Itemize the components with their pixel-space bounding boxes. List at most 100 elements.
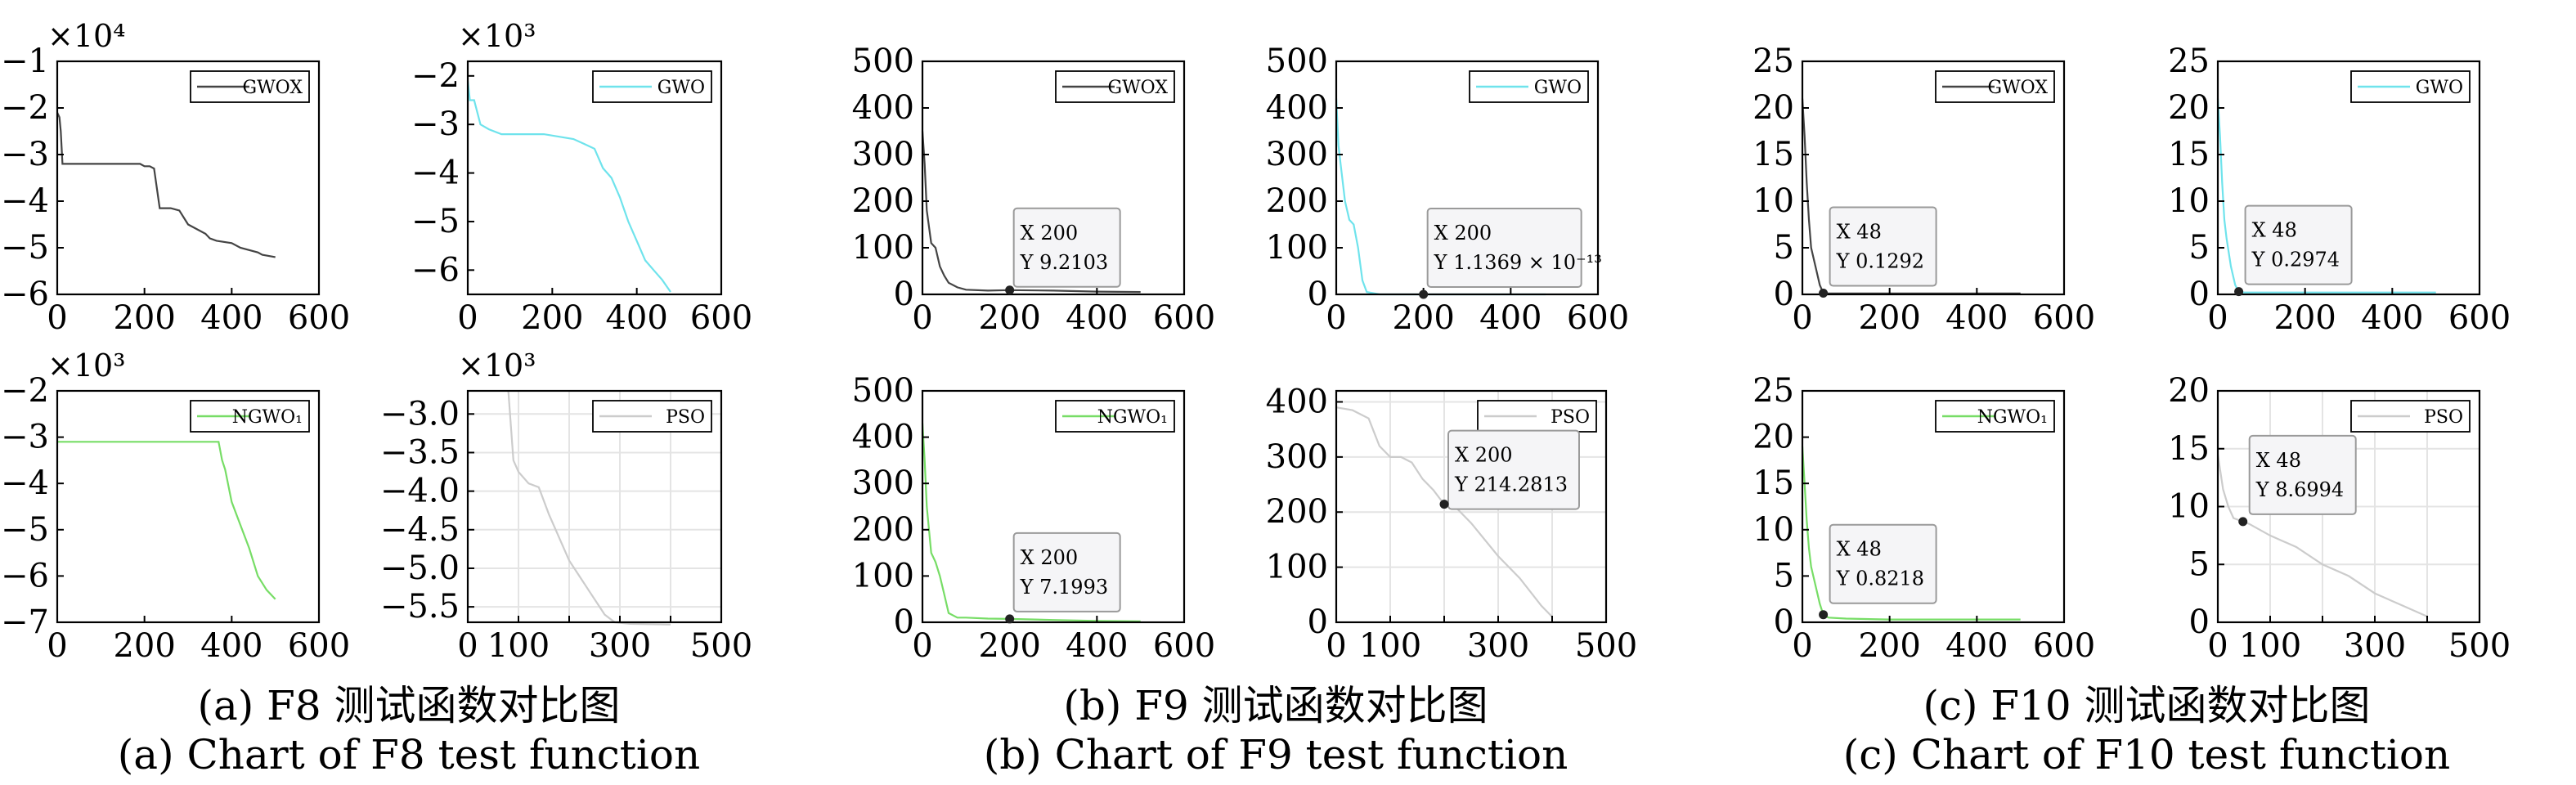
series-line-p8 — [1335, 406, 1553, 618]
datatip-y: Y 0.2974 — [2251, 249, 2340, 271]
y-tick-label: −3.5 — [380, 433, 460, 471]
x-tick-label: 600 — [2033, 299, 2095, 337]
y-tick-label: 200 — [1266, 182, 1328, 220]
y-tick-label: 500 — [852, 43, 914, 80]
y-tick-label: 300 — [852, 464, 914, 502]
y-tick-label: −3 — [1, 419, 49, 456]
series-line-p5 — [921, 131, 1141, 294]
legend-box — [592, 400, 712, 433]
plot-frame — [921, 389, 1186, 624]
y-tick-label: −2 — [1, 89, 49, 127]
x-tick-label: 400 — [1945, 627, 2008, 665]
y-tick-label: −4 — [1, 182, 49, 220]
series-line-p12 — [2216, 454, 2428, 617]
x-tick-label: 200 — [1392, 299, 1454, 337]
y-tick-label: 0 — [894, 603, 914, 641]
x-tick-label: 0 — [47, 299, 67, 337]
y-tick-label: −5 — [1, 229, 49, 267]
x-tick-label: 200 — [2273, 299, 2336, 337]
x-tick-label: 300 — [589, 627, 651, 665]
x-tick-label: 0 — [2207, 627, 2228, 665]
y-tick-label: 0 — [1774, 603, 1794, 641]
y-tick-label: 5 — [1774, 557, 1794, 594]
chart-panel-p7: 0 200 400 600 0 100 200 300 400 500 NGWO₁ X 200 Y 7.… — [852, 372, 1216, 665]
x-tick-label: 0 — [912, 299, 932, 337]
legend-label: PSO — [2424, 407, 2463, 428]
x-tick-label: 0 — [457, 627, 478, 665]
axis-multiplier: ×10³ — [458, 18, 536, 54]
legend-label: PSO — [666, 407, 705, 428]
x-tick-label: 300 — [2344, 627, 2406, 665]
y-tick-label: 5 — [2189, 229, 2210, 267]
datatip-x: X 200 — [1434, 222, 1492, 244]
x-tick-label: 0 — [2207, 299, 2228, 337]
y-tick-label: 200 — [1266, 493, 1328, 531]
y-tick-label: −3 — [411, 105, 460, 143]
caption-c-zh: (c) F10 测试函数对比图 — [1923, 682, 2370, 729]
chart-panel-p3: 0 200 400 600 −2 −3 −4 −5 −6 −7 ×10³ NGWO₁ — [1, 348, 350, 665]
chart-panel-p8: 0 100 300 500 0 100 200 300 400 PSO X 200 Y 214.281… — [1266, 383, 1638, 665]
x-tick-label: 600 — [2033, 627, 2095, 665]
caption-a-zh: (a) F8 测试函数对比图 — [197, 682, 620, 729]
y-tick-label: −4 — [411, 155, 460, 192]
series-line-p7 — [921, 423, 1141, 622]
caption-a-en: (a) Chart of F8 test function — [118, 731, 700, 778]
legend-box — [2350, 70, 2471, 103]
legend-label: GWO — [1534, 78, 1582, 98]
datatip-marker — [2234, 287, 2244, 297]
y-tick-label: 300 — [852, 136, 914, 173]
y-tick-label: 10 — [1752, 182, 1794, 220]
x-tick-label: 400 — [1066, 627, 1128, 665]
plot-frame — [1801, 389, 2066, 624]
datatip-marker — [1439, 500, 1449, 509]
datatip-x: X 200 — [1021, 546, 1079, 569]
x-tick-label: 0 — [1792, 299, 1812, 337]
plot-frame — [466, 389, 723, 624]
y-tick-label: −6 — [1, 276, 49, 313]
y-tick-label: 400 — [1266, 383, 1328, 420]
plot-frame — [921, 60, 1186, 296]
y-tick-label: −3.0 — [380, 395, 460, 433]
x-tick-label: 400 — [2361, 299, 2423, 337]
y-tick-label: 10 — [2168, 488, 2210, 526]
caption-b-zh: (b) F9 测试函数对比图 — [1063, 682, 1488, 729]
datatip-box — [2248, 434, 2357, 515]
y-tick-label: 100 — [1266, 549, 1328, 586]
x-tick-label: 0 — [47, 627, 67, 665]
datatip-box — [1426, 208, 1582, 288]
plot-frame — [56, 389, 321, 624]
y-tick-label: 400 — [1266, 89, 1328, 127]
y-tick-label: −1 — [1, 43, 49, 80]
x-tick-label: 400 — [1945, 299, 2008, 337]
datatip-y: Y 0.1292 — [1836, 250, 1924, 273]
x-tick-label: 400 — [1066, 299, 1128, 337]
y-tick-label: −5.5 — [380, 588, 460, 626]
x-tick-label: 500 — [2448, 627, 2511, 665]
datatip-box — [1829, 206, 1937, 287]
y-tick-label: 5 — [1774, 229, 1794, 267]
datatip-x: X 200 — [1021, 222, 1079, 244]
datatip-x: X 48 — [2252, 219, 2297, 242]
legend-label: NGWO₁ — [1097, 407, 1168, 428]
y-tick-label: 10 — [1752, 511, 1794, 549]
y-tick-label: 0 — [1308, 276, 1328, 313]
x-tick-label: 0 — [1326, 299, 1346, 337]
plot-frame — [466, 60, 723, 296]
x-tick-label: 200 — [113, 627, 175, 665]
y-tick-label: 20 — [2168, 372, 2210, 410]
x-tick-label: 200 — [113, 299, 175, 337]
y-tick-label: −4.5 — [380, 511, 460, 549]
datatip-y: Y 1.1369 × 10⁻¹³ — [1434, 251, 1602, 274]
x-tick-label: 500 — [1575, 627, 1637, 665]
y-tick-label: 10 — [2168, 182, 2210, 220]
plot-frame — [1335, 389, 1608, 624]
y-tick-label: 0 — [894, 276, 914, 313]
legend-box — [1055, 400, 1175, 433]
plot-frame — [1335, 60, 1600, 296]
y-tick-label: 400 — [852, 419, 914, 456]
y-tick-label: 15 — [1752, 136, 1794, 173]
datatip-x: X 48 — [1837, 538, 1882, 561]
caption-c-en: (c) Chart of F10 test function — [1843, 731, 2450, 778]
y-tick-label: 100 — [852, 557, 914, 594]
plot-frame — [1801, 60, 2066, 296]
